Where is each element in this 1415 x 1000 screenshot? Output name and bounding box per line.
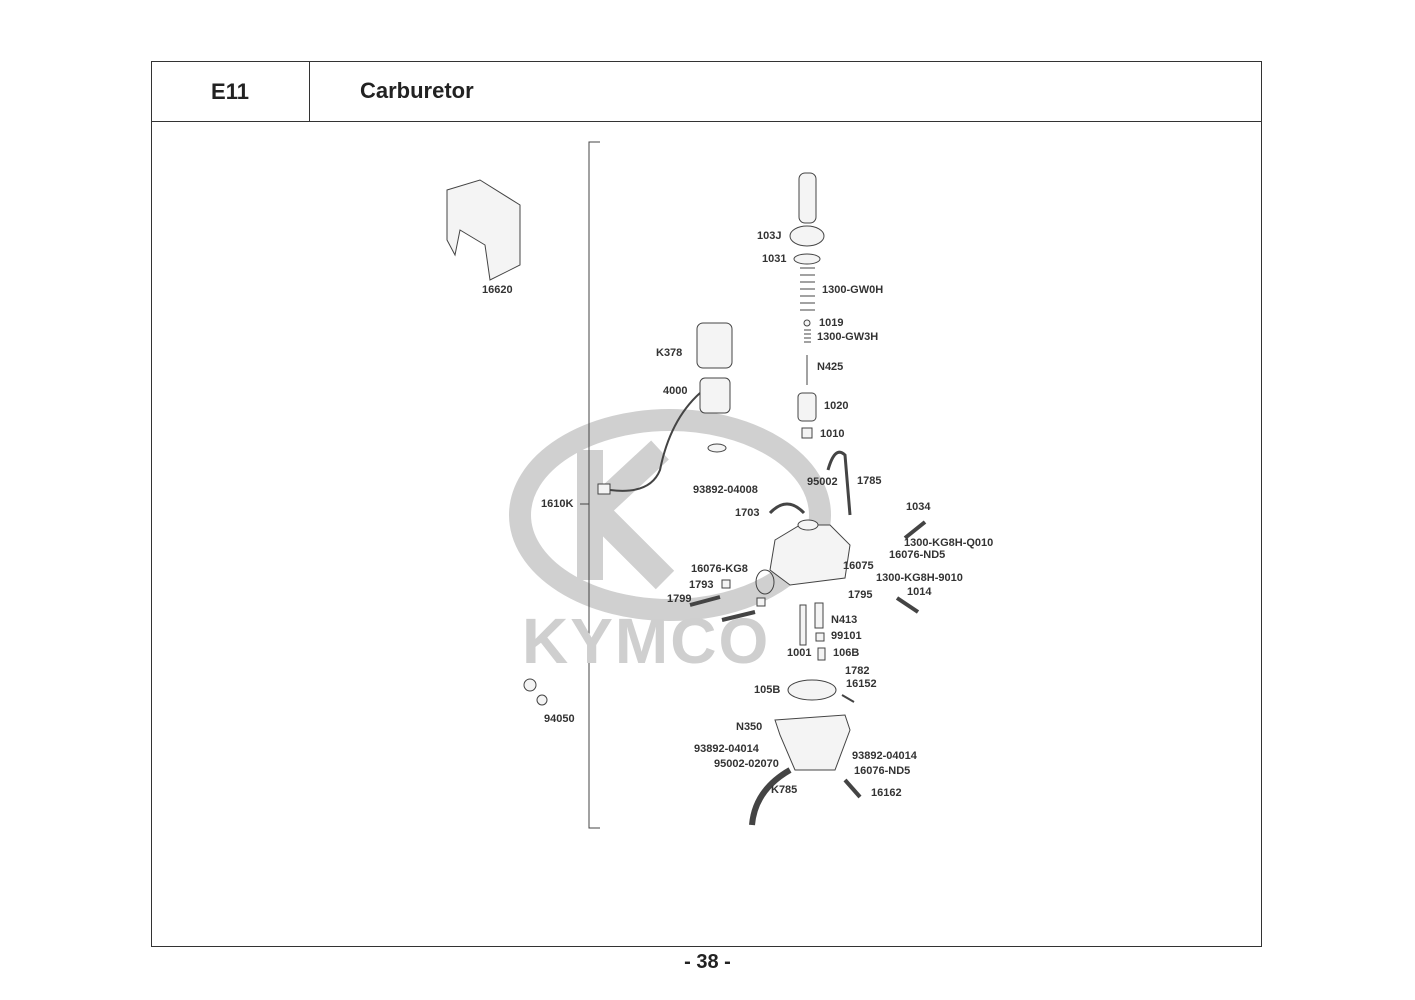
callout-label: 16075 <box>843 560 874 572</box>
part-1019 <box>803 319 811 327</box>
part-16162 <box>843 778 862 799</box>
header-row <box>151 61 1262 122</box>
part-spring-gw0h <box>800 267 815 311</box>
callout-label: 1010 <box>820 428 845 440</box>
assembly-bracket <box>580 141 600 829</box>
part-94050 <box>523 678 537 692</box>
page-title: Carburetor <box>360 78 474 103</box>
callout-label: 95002-02070 <box>714 758 779 770</box>
part-oring <box>707 443 727 453</box>
callout-label: 1034 <box>906 501 931 513</box>
part-1014 <box>895 596 920 614</box>
part-99101 <box>815 632 825 642</box>
callout-label: 1785 <box>857 475 882 487</box>
callout-label: 1795 <box>848 589 873 601</box>
part-106b <box>817 647 826 661</box>
part-16620 <box>446 179 521 281</box>
callout-label: 93892-04014 <box>852 750 917 762</box>
callout-label: 105B <box>754 684 781 696</box>
part-1799 <box>689 595 756 622</box>
part-105b <box>787 679 837 701</box>
callout-label: N425 <box>817 361 844 373</box>
callout-label: 1014 <box>907 586 932 598</box>
callout-label: 1001 <box>787 647 812 659</box>
callout-label: 1019 <box>819 317 844 329</box>
callout-label: 16076-ND5 <box>854 765 911 777</box>
callout-label: 16076-KG8 <box>691 563 748 575</box>
callout-label: 16076-ND5 <box>889 549 946 561</box>
callout-label: 1031 <box>762 253 787 265</box>
part-1703 <box>768 502 806 515</box>
part-1610k-wire <box>609 392 701 492</box>
callout-label: K378 <box>656 347 683 359</box>
callout-label: 1703 <box>735 507 760 519</box>
callout-label: 1020 <box>824 400 849 412</box>
callout-label: 1782 <box>845 665 870 677</box>
part-carb-body <box>769 524 851 586</box>
callout-label: 16162 <box>871 787 902 799</box>
kymco-watermark-text: KYMCO <box>522 605 771 677</box>
callout-label: 106B <box>833 647 860 659</box>
part-1793 <box>721 579 731 589</box>
callout-label: 99101 <box>831 630 862 642</box>
section-code: E11 <box>151 61 310 122</box>
part-4000 <box>699 377 731 414</box>
callout-label: 93892-04014 <box>694 743 759 755</box>
part-103J <box>789 225 825 247</box>
callout-label: 4000 <box>663 385 688 397</box>
page-frame <box>151 61 1262 947</box>
callout-label: N413 <box>831 614 858 626</box>
part-1785 <box>826 450 852 516</box>
callout-label: 1300-KG8H-Q010 <box>904 537 994 549</box>
callout-label: 1300-GW0H <box>822 284 884 296</box>
callout-label: 93892-04008 <box>693 484 758 496</box>
part-spring-gw3h <box>804 329 811 343</box>
part-n350 <box>774 714 851 771</box>
callout-label: 16620 <box>482 284 513 296</box>
part-16076-kg8 <box>755 569 775 595</box>
part-1020 <box>797 392 817 422</box>
callout-label: 103J <box>757 230 782 242</box>
callout-label: K785 <box>771 784 798 796</box>
callout-label: N350 <box>736 721 763 733</box>
part-k378 <box>696 322 733 369</box>
part-n413 <box>814 602 824 629</box>
callout-label: 16152 <box>846 678 877 690</box>
kymco-logo-watermark <box>509 409 831 621</box>
callout-label: 1300-GW3H <box>817 331 879 343</box>
part-16152 <box>841 694 855 703</box>
part-1001 <box>799 604 807 646</box>
callout-label: 1799 <box>667 593 692 605</box>
part-tube <box>798 172 817 224</box>
callout-label: 1610K <box>541 498 574 510</box>
part-1010 <box>801 427 813 439</box>
part-k785 <box>749 767 792 826</box>
part-1034 <box>903 520 927 540</box>
part-1031 <box>793 253 821 265</box>
callout-label: 1793 <box>689 579 714 591</box>
callout-label: 1300-KG8H-9010 <box>876 572 963 584</box>
callout-label: 95002 <box>807 476 838 488</box>
page-number: - 38 - <box>684 951 731 973</box>
callout-label: 94050 <box>544 713 575 725</box>
